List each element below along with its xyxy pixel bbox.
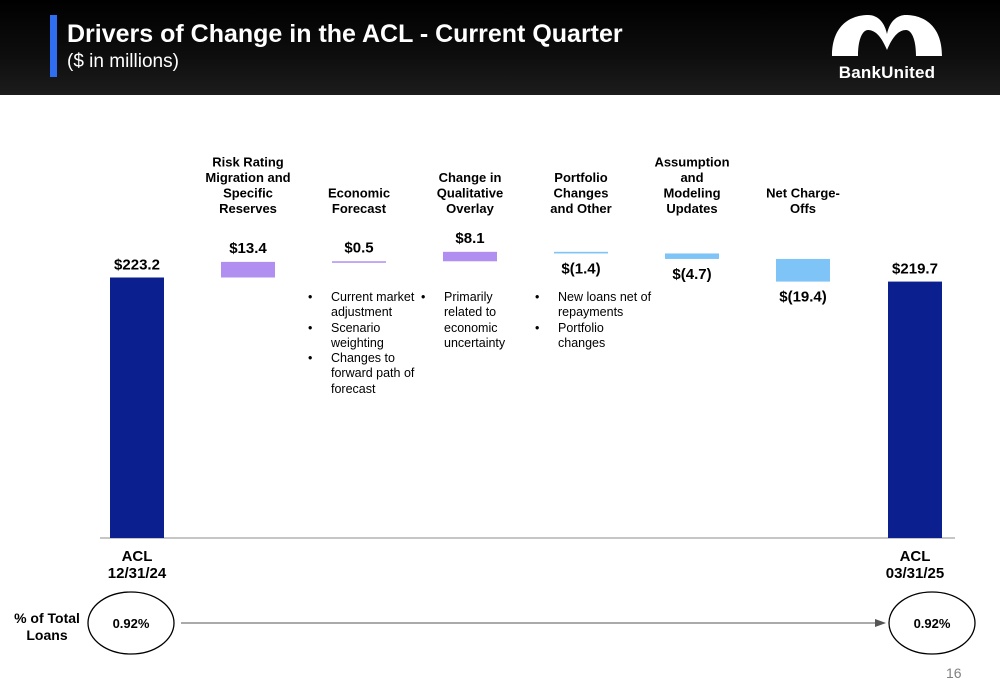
- bar-7: [776, 258, 830, 282]
- note-3-item-2: Portfolio changes: [532, 321, 652, 352]
- page-number: 16: [946, 665, 962, 681]
- note-1-item-3: Changes to forward path of forecast: [305, 351, 423, 397]
- qualitative-overlay-notes: Primarily related to economic uncertaint…: [418, 290, 530, 351]
- category-label-5-line-2: Changes: [554, 186, 609, 201]
- category-label-6-line-1: Assumption: [654, 155, 729, 170]
- pct-end-ellipse: [888, 591, 976, 655]
- data-label-1: $223.2: [114, 257, 160, 274]
- waterfall-chart: $223.2 $13.4 $0.5 $8.1 $(1.4) $(4.7) $(19.4) $2…: [87, 155, 976, 655]
- category-label-6-line-3: Modeling: [663, 186, 720, 201]
- data-label-7: $(19.4): [779, 289, 827, 306]
- bar-8: [888, 281, 942, 538]
- note-2-item-1: Primarily related to economic uncertaint…: [418, 290, 530, 351]
- category-label-4-line-3: Overlay: [446, 201, 494, 216]
- note-3-item-1: New loans net of repayments: [532, 290, 652, 321]
- category-label-3-line-1: Economic: [328, 186, 390, 201]
- page-title: Drivers of Change in the ACL - Current Q…: [67, 20, 623, 48]
- economic-forecast-notes: Current market adjustmentScenario weight…: [305, 290, 423, 397]
- category-label-6-line-4: Updates: [666, 201, 717, 216]
- category-label-7-line-1: Net Charge-: [766, 186, 840, 201]
- title-accent-bar: [50, 15, 57, 77]
- bar-6: [665, 253, 719, 259]
- category-label-5-line-3: and Other: [550, 201, 611, 216]
- category-label-7-line-2: Offs: [790, 201, 816, 216]
- category-label-2-line-1: Risk Rating: [212, 155, 284, 170]
- logo-arch-icon: [832, 15, 942, 56]
- category-label-2-line-4: Reserves: [219, 201, 277, 216]
- category-label-1-line-1: ACL: [122, 548, 153, 565]
- pct-start-ellipse: [87, 591, 175, 655]
- data-label-2: $13.4: [229, 240, 267, 257]
- bankunited-logo: BankUnited: [826, 12, 948, 84]
- logo-wordmark: BankUnited: [838, 63, 936, 82]
- category-label-2-line-2: Migration and: [205, 170, 290, 185]
- category-label-5-line-1: Portfolio: [554, 170, 607, 185]
- pct-end-value: 0.92%: [914, 616, 951, 631]
- page-subtitle: ($ in millions): [67, 51, 179, 72]
- bar-5: [554, 251, 608, 254]
- percent-of-total-loans-label: % of Total Loans: [14, 610, 80, 643]
- data-label-6: $(4.7): [672, 266, 711, 283]
- note-1-item-2: Scenario weighting: [305, 321, 423, 352]
- data-label-8: $219.7: [892, 261, 938, 278]
- data-label-5: $(1.4): [561, 260, 600, 277]
- category-label-6-line-2: and: [680, 170, 703, 185]
- bar-3: [332, 261, 386, 263]
- bar-1: [110, 277, 164, 538]
- category-label-1-line-2: 12/31/24: [108, 565, 167, 582]
- data-label-4: $8.1: [455, 230, 484, 247]
- pct-arrow-head: [875, 619, 886, 627]
- note-1-item-1: Current market adjustment: [305, 290, 423, 321]
- category-label-8-line-2: 03/31/25: [886, 565, 944, 582]
- bar-4: [443, 251, 497, 262]
- bar-2: [221, 261, 275, 278]
- category-label-8-line-1: ACL: [900, 548, 931, 565]
- category-label-4-line-1: Change in: [439, 170, 502, 185]
- pct-start-value: 0.92%: [113, 616, 150, 631]
- header-banner: Drivers of Change in the ACL - Current Q…: [0, 0, 1000, 95]
- category-label-2-line-3: Specific: [223, 186, 273, 201]
- category-label-3-line-2: Forecast: [332, 201, 387, 216]
- data-label-3: $0.5: [344, 239, 373, 256]
- portfolio-changes-notes: New loans net of repaymentsPortfolio cha…: [532, 290, 652, 351]
- category-label-4-line-2: Qualitative: [437, 186, 503, 201]
